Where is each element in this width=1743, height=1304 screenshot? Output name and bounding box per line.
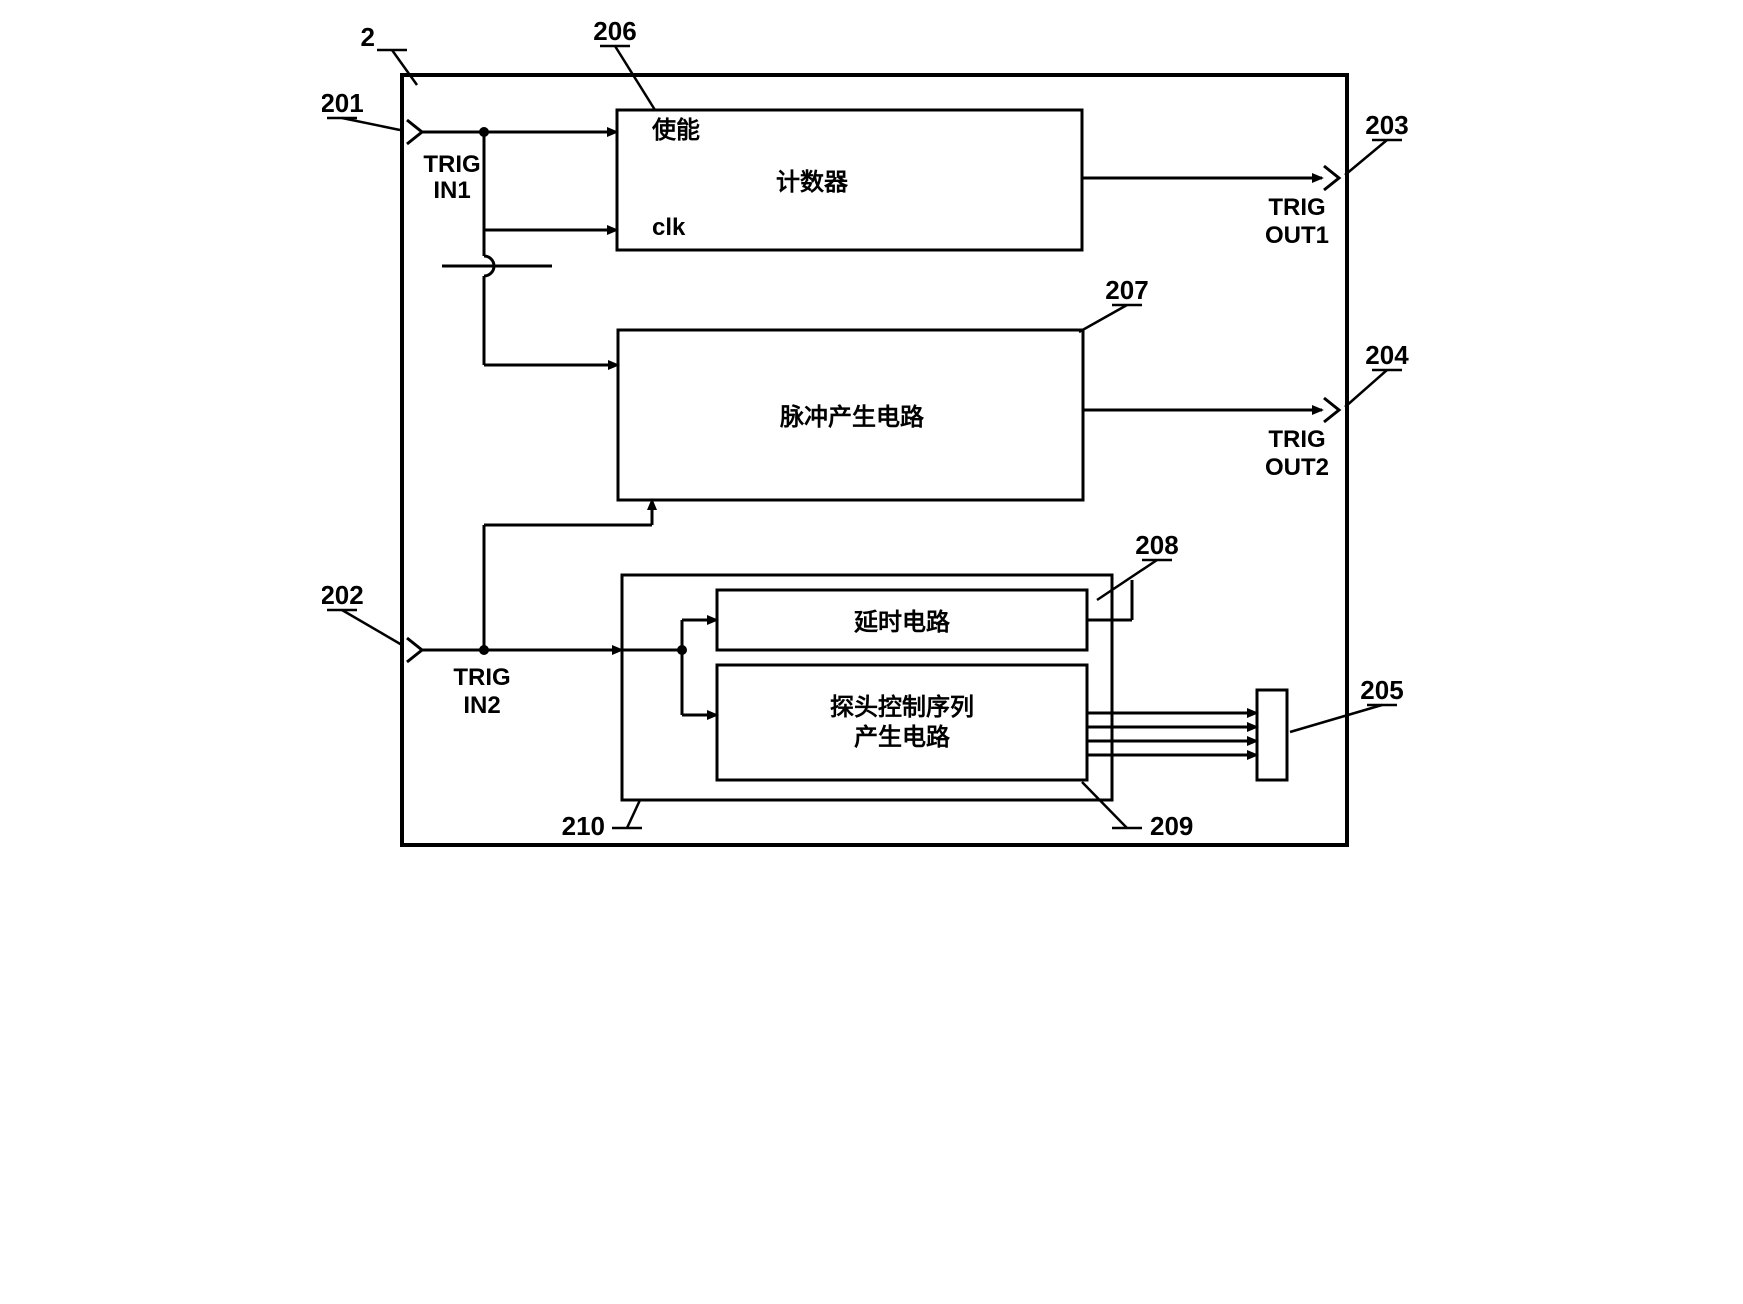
leader-209-v	[1082, 782, 1127, 828]
ref-2: 2	[360, 22, 374, 52]
trig-in1-label-1: TRIG	[423, 151, 480, 178]
trig-out2-label-1: TRIG	[1268, 426, 1325, 453]
ref-201: 201	[322, 88, 364, 118]
probe-seq-box	[717, 665, 1087, 780]
trig-in2-label-1: TRIG	[453, 664, 510, 691]
ref-209: 209	[1150, 811, 1193, 841]
connector-box	[1257, 690, 1287, 780]
trig-out1-label-1: TRIG	[1268, 194, 1325, 221]
delay-label: 延时电路	[853, 608, 951, 636]
ref-206: 206	[593, 20, 636, 46]
ref-203: 203	[1365, 110, 1408, 140]
diagram-svg: 使能 计数器 clk 脉冲产生电路 延时电路 探头控制序列 产生电路	[322, 20, 1422, 870]
leader-202-v	[342, 610, 402, 645]
trig-out1-caret	[1324, 166, 1339, 190]
ref-204: 204	[1365, 340, 1409, 370]
trig-in2-label-2: IN2	[463, 692, 500, 719]
counter-label: 计数器	[776, 169, 849, 196]
leader-207-v	[1079, 305, 1127, 332]
ref-205: 205	[1360, 675, 1403, 705]
probe-seq-label-2: 产生电路	[854, 723, 951, 751]
pulse-gen-label: 脉冲产生电路	[779, 403, 925, 431]
trig-in1-caret	[407, 120, 422, 144]
trig-in1-label-2: IN1	[433, 177, 470, 204]
diagram-root: 使能 计数器 clk 脉冲产生电路 延时电路 探头控制序列 产生电路	[322, 20, 1422, 870]
ref-202: 202	[322, 580, 364, 610]
leader-208-v	[1097, 560, 1157, 600]
leader-204-v	[1345, 370, 1387, 407]
leader-210-v	[627, 800, 640, 828]
leader-201-v	[342, 118, 400, 130]
leader-2-v	[392, 50, 417, 85]
trig-out2-caret	[1324, 398, 1339, 422]
trig-in2-caret	[407, 638, 422, 662]
enable-label: 使能	[651, 116, 700, 144]
leader-203-v	[1345, 140, 1387, 175]
leader-206-v	[615, 46, 655, 110]
trig-out2-label-2: OUT2	[1264, 454, 1328, 481]
probe-seq-label-1: 探头控制序列	[830, 693, 974, 721]
clk-label: clk	[652, 214, 686, 241]
leader-205-v	[1290, 705, 1382, 732]
trig-out1-label-2: OUT1	[1264, 222, 1328, 249]
ref-210: 210	[561, 811, 604, 841]
ref-207: 207	[1105, 275, 1148, 305]
ref-208: 208	[1135, 530, 1178, 560]
